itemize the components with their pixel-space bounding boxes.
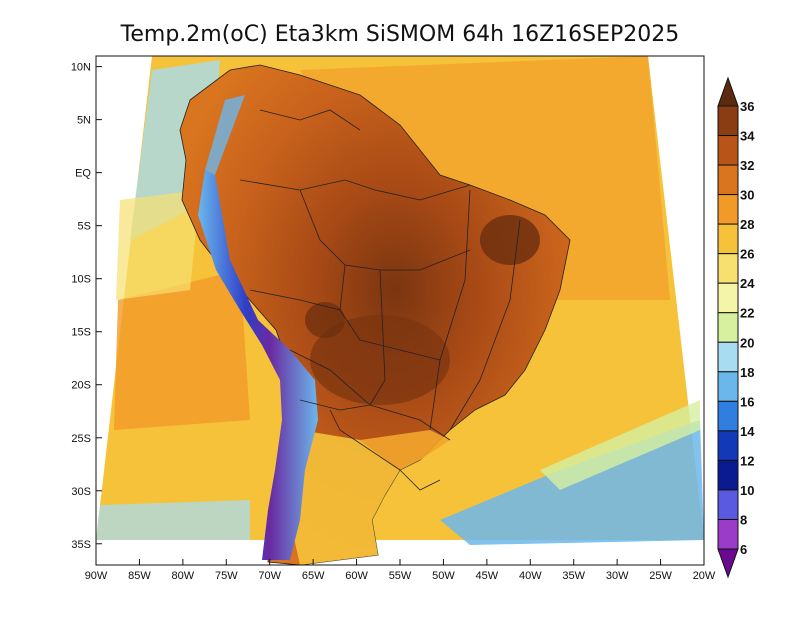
- pacific-mild-band: [116, 190, 200, 300]
- colorbar-segment: [717, 400, 739, 432]
- hot-central: [305, 302, 345, 338]
- lat-tick-label: 5S: [78, 221, 91, 233]
- latitude-axis: 10N 5N EQ 5S 10S 15S 20S 25S 30S 35S: [71, 62, 102, 551]
- map-domain: [96, 56, 704, 565]
- colorbar-label: 36: [740, 99, 754, 114]
- lat-tick-label: 15S: [71, 327, 91, 339]
- lat-tick-label: EQ: [75, 168, 91, 180]
- colorbar-segment: [717, 371, 739, 402]
- lat-tick-label: 5N: [77, 115, 91, 127]
- south-pacific-cool: [96, 500, 250, 540]
- lat-tick-label: 10S: [71, 274, 91, 286]
- colorbar-segment: [717, 253, 739, 284]
- south-brazil-mild: [360, 430, 450, 470]
- hot-interior-center: [310, 315, 450, 405]
- colorbar-label: 24: [740, 276, 755, 291]
- lat-tick-label: 10N: [71, 62, 91, 74]
- lon-tick-label: 30W: [606, 570, 629, 582]
- colorbar-segment: [717, 223, 739, 255]
- colorbar-label: 30: [740, 188, 754, 203]
- longitude-axis: 90W 85W 80W 75W 70W 65W 60W 55W 50W 45W 40W 35W 30W 2…: [85, 559, 716, 582]
- lon-tick-label: 40W: [519, 570, 542, 582]
- lon-tick-label: 45W: [476, 570, 499, 582]
- colorbar-label: 22: [740, 306, 754, 321]
- colorbar-segment: [717, 135, 739, 166]
- lat-tick-label: 25S: [71, 433, 91, 445]
- colorbar-label: 18: [740, 365, 754, 380]
- colorbar-segment: [717, 282, 739, 314]
- lon-tick-label: 65W: [302, 570, 325, 582]
- colorbar-label: 26: [740, 247, 754, 262]
- lon-tick-label: 80W: [172, 570, 195, 582]
- colorbar-segment: [717, 312, 739, 343]
- colorbar-label: 14: [740, 424, 755, 439]
- lon-tick-label: 60W: [345, 570, 368, 582]
- pacific-warm-band: [114, 270, 250, 430]
- colorbar-label: 34: [740, 129, 755, 144]
- lat-tick-label: 20S: [71, 380, 91, 392]
- colorbar-label: 6: [740, 542, 747, 557]
- lat-tick-label: 35S: [71, 539, 91, 551]
- country-borders: [239, 109, 521, 491]
- lon-tick-label: 75W: [215, 570, 238, 582]
- lon-tick-label: 55W: [389, 570, 412, 582]
- andes-north-strip: [205, 95, 245, 175]
- colorbar-label: 32: [740, 158, 754, 173]
- lon-tick-label: 25W: [649, 570, 672, 582]
- south-atlantic-mild: [540, 400, 700, 490]
- colorbar: 36 34 32 30 28 26 24 22 20 18 16 14 12 10 8 6: [717, 76, 755, 579]
- colorbar-segment: [717, 105, 739, 137]
- colorbar-segment: [717, 459, 739, 491]
- colorbar-top-triangle: [717, 76, 739, 107]
- lon-tick-label: 35W: [562, 570, 585, 582]
- colorbar-label: 10: [740, 483, 754, 498]
- colorbar-segment: [717, 430, 739, 461]
- andes-cold-strip: [198, 170, 318, 560]
- map-title: Temp.2m(oC) Eta3km SiSMOM 64h 16Z16SEP20…: [120, 22, 680, 47]
- lon-tick-label: 70W: [258, 570, 281, 582]
- colorbar-label: 28: [740, 217, 754, 232]
- colorbar-segment: [717, 164, 739, 196]
- lon-tick-label: 90W: [85, 570, 108, 582]
- lon-tick-label: 20W: [693, 570, 716, 582]
- lon-tick-label: 85W: [128, 570, 151, 582]
- southern-cone-temperate: [290, 430, 400, 565]
- lon-tick-label: 50W: [432, 570, 455, 582]
- colorbar-label: 20: [740, 335, 754, 350]
- colorbar-label: 12: [740, 453, 754, 468]
- colorbar-label: 16: [740, 394, 754, 409]
- lat-tick-label: 30S: [71, 486, 91, 498]
- colorbar-bottom-triangle: [717, 548, 739, 579]
- colorbar-segment: [717, 518, 739, 550]
- colorbar-segment: [717, 489, 739, 520]
- colorbar-label: 8: [740, 512, 747, 527]
- colorbar-segment: [717, 341, 739, 373]
- ocean-warm-zone: [300, 56, 670, 300]
- hot-northeast: [480, 215, 540, 265]
- colorbar-segment: [717, 194, 739, 225]
